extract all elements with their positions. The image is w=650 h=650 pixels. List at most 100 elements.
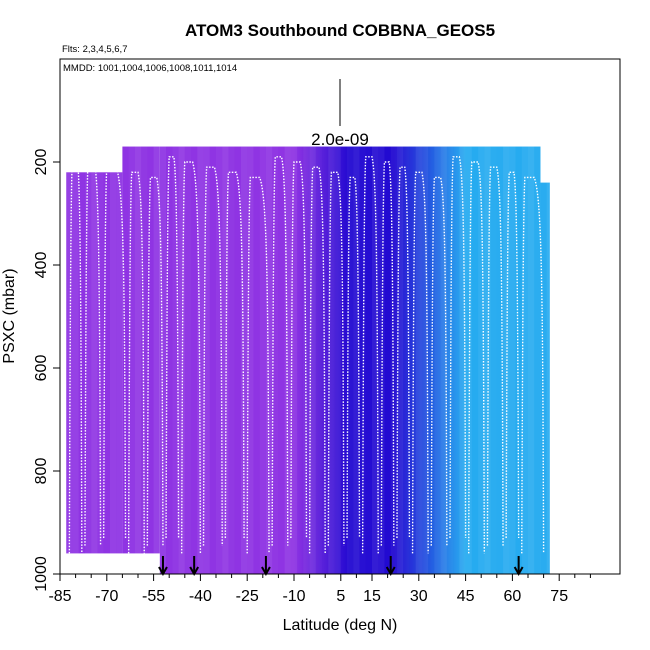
curtain-shade-band (434, 146, 441, 574)
profile-traces (68, 156, 545, 554)
curtain-block (159, 146, 541, 574)
profile-trace (84, 161, 102, 546)
curtain-shade-band (178, 146, 185, 574)
profile-trace (486, 166, 504, 546)
curtain-shade-band (222, 146, 229, 574)
curtain-shade-band (378, 146, 385, 574)
x-axis: -85 -70 -55 -40 -25 -10 5 15 30 45 60 75 (48, 574, 591, 605)
y-axis: 200 400 600 800 1000 (33, 149, 60, 592)
curtain-shade-band (365, 146, 372, 574)
marker-arrow-head (158, 566, 168, 577)
x-tick-label: -55 (142, 588, 165, 605)
curtain-shade-band (465, 146, 472, 574)
curtain-shade-band (72, 172, 79, 554)
plot-frame (59, 58, 621, 575)
x-tick-label: 5 (336, 588, 345, 605)
curtain-shade-band (415, 146, 422, 574)
profile-trace (346, 176, 361, 538)
curtain-shade-band (546, 182, 553, 574)
curtain-shade-band (396, 146, 404, 574)
curtain-shade-band (297, 146, 304, 574)
curtain-shade-band (528, 146, 535, 574)
curtain-shade-band (478, 146, 485, 574)
x-tick-label: -25 (236, 588, 259, 605)
curtain-shade-band (141, 146, 148, 554)
marker-arrow-head (261, 566, 271, 577)
curtain-shade-band (122, 146, 129, 554)
curtain-shade-band (134, 146, 142, 554)
marker-arrow-head (385, 566, 396, 577)
x-tick-label: 15 (363, 588, 381, 605)
curtain-shade-band (440, 146, 447, 574)
curtain-shade-band (159, 146, 167, 574)
profile-trace (308, 166, 326, 554)
x-tick-label: -70 (95, 588, 118, 605)
x-tick-label: 60 (504, 588, 522, 605)
profile-trace (180, 161, 202, 554)
marker-arrow-head (513, 566, 524, 577)
x-tick-label: -40 (189, 588, 212, 605)
curtain-shade-band (459, 146, 466, 574)
marker-arrow-head (189, 566, 200, 577)
profile-trace (224, 171, 245, 538)
curtain-shade-band (191, 146, 198, 574)
curtain-shade-band (384, 146, 391, 574)
curtain-shade-band (353, 146, 360, 574)
y-tick-label: 400 (33, 252, 50, 279)
profile-trace (327, 171, 345, 546)
y-axis-label: PSXC (mbar) (1, 268, 18, 363)
curtain-shade-band (471, 146, 479, 574)
curtain-shade-band (534, 146, 541, 574)
profile-trace (449, 156, 467, 538)
curtain-shade-band (278, 146, 285, 574)
curtain-shade-band (515, 146, 522, 574)
curtain-shade-band (109, 172, 117, 554)
curtain-shade-band (103, 172, 110, 554)
x-axis-label: Latitude (deg N) (283, 617, 398, 634)
curtain-shade-band (91, 172, 98, 554)
curtain-shade-band (272, 146, 279, 574)
curtain-shade-band (84, 172, 92, 554)
curtain-shade-band (496, 146, 504, 574)
curtain-shade-band (428, 146, 435, 574)
profile-trace (102, 166, 127, 538)
curtain-shade-band (484, 146, 491, 574)
profile-trace (361, 156, 379, 554)
curtain-shade-band (247, 146, 254, 574)
curtain-shade-band (203, 146, 210, 574)
curtain-shade-band (253, 146, 260, 574)
y-tick-label: 800 (33, 458, 50, 485)
profile-trace (396, 166, 411, 538)
curtain-shade-band (184, 146, 192, 574)
curtain-shade-band (147, 146, 154, 554)
chart-title: ATOM3 Southbound COBBNA_GEOS5 (185, 21, 495, 40)
curtain-shade-band (284, 146, 291, 574)
plot-area (66, 146, 553, 574)
profile-trace (127, 171, 145, 554)
curtain-shade-band (453, 146, 460, 574)
x-tick-label: 75 (550, 588, 568, 605)
curtain-shade-band (234, 146, 241, 574)
curtain-shade-band (347, 146, 354, 574)
y-tick-label: 200 (33, 149, 50, 176)
curtain-shade-band (166, 146, 173, 574)
curtain-shade-band (521, 146, 528, 574)
curtain-block (540, 182, 550, 574)
curtain-heatmap (66, 146, 553, 574)
y-tick-label: 1000 (33, 556, 50, 592)
x-tick-label: 45 (457, 588, 475, 605)
curtain-shade-band (290, 146, 298, 574)
curtain-shade-band (446, 146, 454, 574)
curtain-shade-band (340, 146, 348, 574)
x-tick-label: -85 (48, 588, 71, 605)
profile-trace (468, 161, 486, 554)
curtain-shade-band (228, 146, 235, 574)
curtain-shade-band (503, 146, 510, 574)
x-tick-label: 30 (410, 588, 428, 605)
curtain-shade-band (116, 172, 123, 554)
curtain-shade-band (421, 146, 429, 574)
curtain-shade-band (216, 146, 223, 574)
curtain-shade-band (540, 182, 547, 574)
dates-info: MMDD: 1001,1004,1006,1008,1011,1014 (63, 63, 237, 74)
